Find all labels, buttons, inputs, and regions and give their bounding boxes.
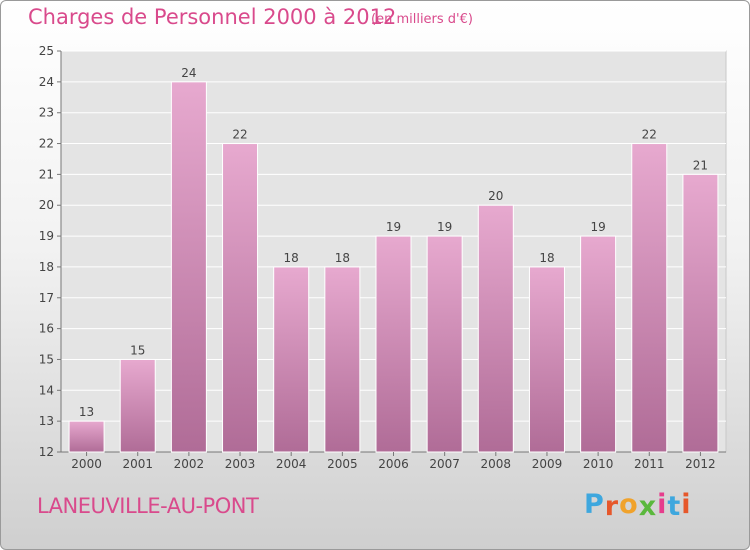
commune-name: LANEUVILLE-AU-PONT	[37, 494, 259, 518]
bar-2002	[170, 81, 207, 453]
data-label: 22	[232, 128, 247, 142]
data-label: 18	[539, 251, 554, 265]
bar-2006	[375, 235, 412, 453]
bar-2003	[222, 143, 259, 453]
y-tick-label: 23	[39, 106, 54, 120]
y-tick-label: 21	[39, 167, 54, 181]
bar-2008	[477, 204, 514, 453]
x-tick-label: 2003	[225, 457, 256, 471]
y-tick-label: 18	[39, 260, 54, 274]
logo-letter: P	[584, 489, 605, 520]
logo-letter: i	[657, 489, 668, 520]
logo-letter: t	[667, 491, 682, 522]
data-label: 13	[79, 405, 94, 419]
y-tick-label: 12	[39, 445, 54, 459]
logo-letter: o	[619, 489, 639, 520]
y-tick-label: 25	[39, 44, 54, 58]
chart-title: Charges de Personnel 2000 à 2012	[28, 5, 397, 29]
proxiti-logo[interactable]: Proxiti	[584, 489, 692, 522]
x-tick-label: 2008	[481, 457, 512, 471]
data-label: 19	[437, 220, 452, 234]
chart-subtitle: (en milliers d'€)	[371, 12, 473, 27]
y-tick-label: 14	[39, 383, 54, 397]
data-label: 19	[590, 220, 605, 234]
x-tick-label: 2006	[378, 457, 409, 471]
y-tick-label: 20	[39, 198, 54, 212]
data-label: 21	[693, 158, 708, 172]
bar-2009	[528, 266, 565, 453]
x-tick-label: 2007	[429, 457, 460, 471]
bar-2010	[580, 235, 617, 453]
data-label: 15	[130, 343, 145, 357]
bar-2011	[631, 143, 668, 453]
y-tick-label: 13	[39, 414, 54, 428]
y-tick-label: 22	[39, 137, 54, 151]
y-tick-label: 15	[39, 352, 54, 366]
x-tick-label: 2001	[122, 457, 153, 471]
x-tick-label: 2004	[276, 457, 307, 471]
x-tick-label: 2009	[532, 457, 563, 471]
y-tick-label: 19	[39, 229, 54, 243]
y-tick-label: 16	[39, 322, 54, 336]
data-labels: 13 15 24 22 18 18 19 19 20 18 19 22 21	[79, 66, 708, 419]
x-tick-label: 2005	[327, 457, 358, 471]
x-tick-label: 2002	[174, 457, 205, 471]
data-label: 18	[335, 251, 350, 265]
data-label: 18	[284, 251, 299, 265]
data-label: 22	[642, 128, 657, 142]
x-tick-label: 2010	[583, 457, 614, 471]
x-tick-label: 2011	[634, 457, 665, 471]
data-label: 24	[181, 66, 196, 80]
x-tick-label: 2012	[685, 457, 716, 471]
logo-letter: x	[638, 491, 658, 522]
x-axis: 2000 2001 2002 2003 2004 2005 2006 2007 2008 2009…	[71, 452, 716, 471]
logo-letter: r	[604, 491, 620, 522]
logo-letter: i	[681, 489, 692, 520]
x-tick-label: 2000	[71, 457, 102, 471]
data-label: 19	[386, 220, 401, 234]
y-axis: 12 13 14 15 16 17 18 19 20 21 22 23 24 25	[39, 44, 726, 459]
bar-2005	[324, 266, 361, 453]
y-tick-label: 24	[39, 75, 54, 89]
y-tick-label: 17	[39, 291, 54, 305]
bar-2001	[119, 358, 156, 453]
bar-2004	[273, 266, 310, 453]
bar-2007	[426, 235, 463, 453]
bars	[68, 81, 719, 453]
data-label: 20	[488, 189, 503, 203]
bar-2012	[682, 173, 719, 453]
bar-2000	[68, 420, 105, 453]
